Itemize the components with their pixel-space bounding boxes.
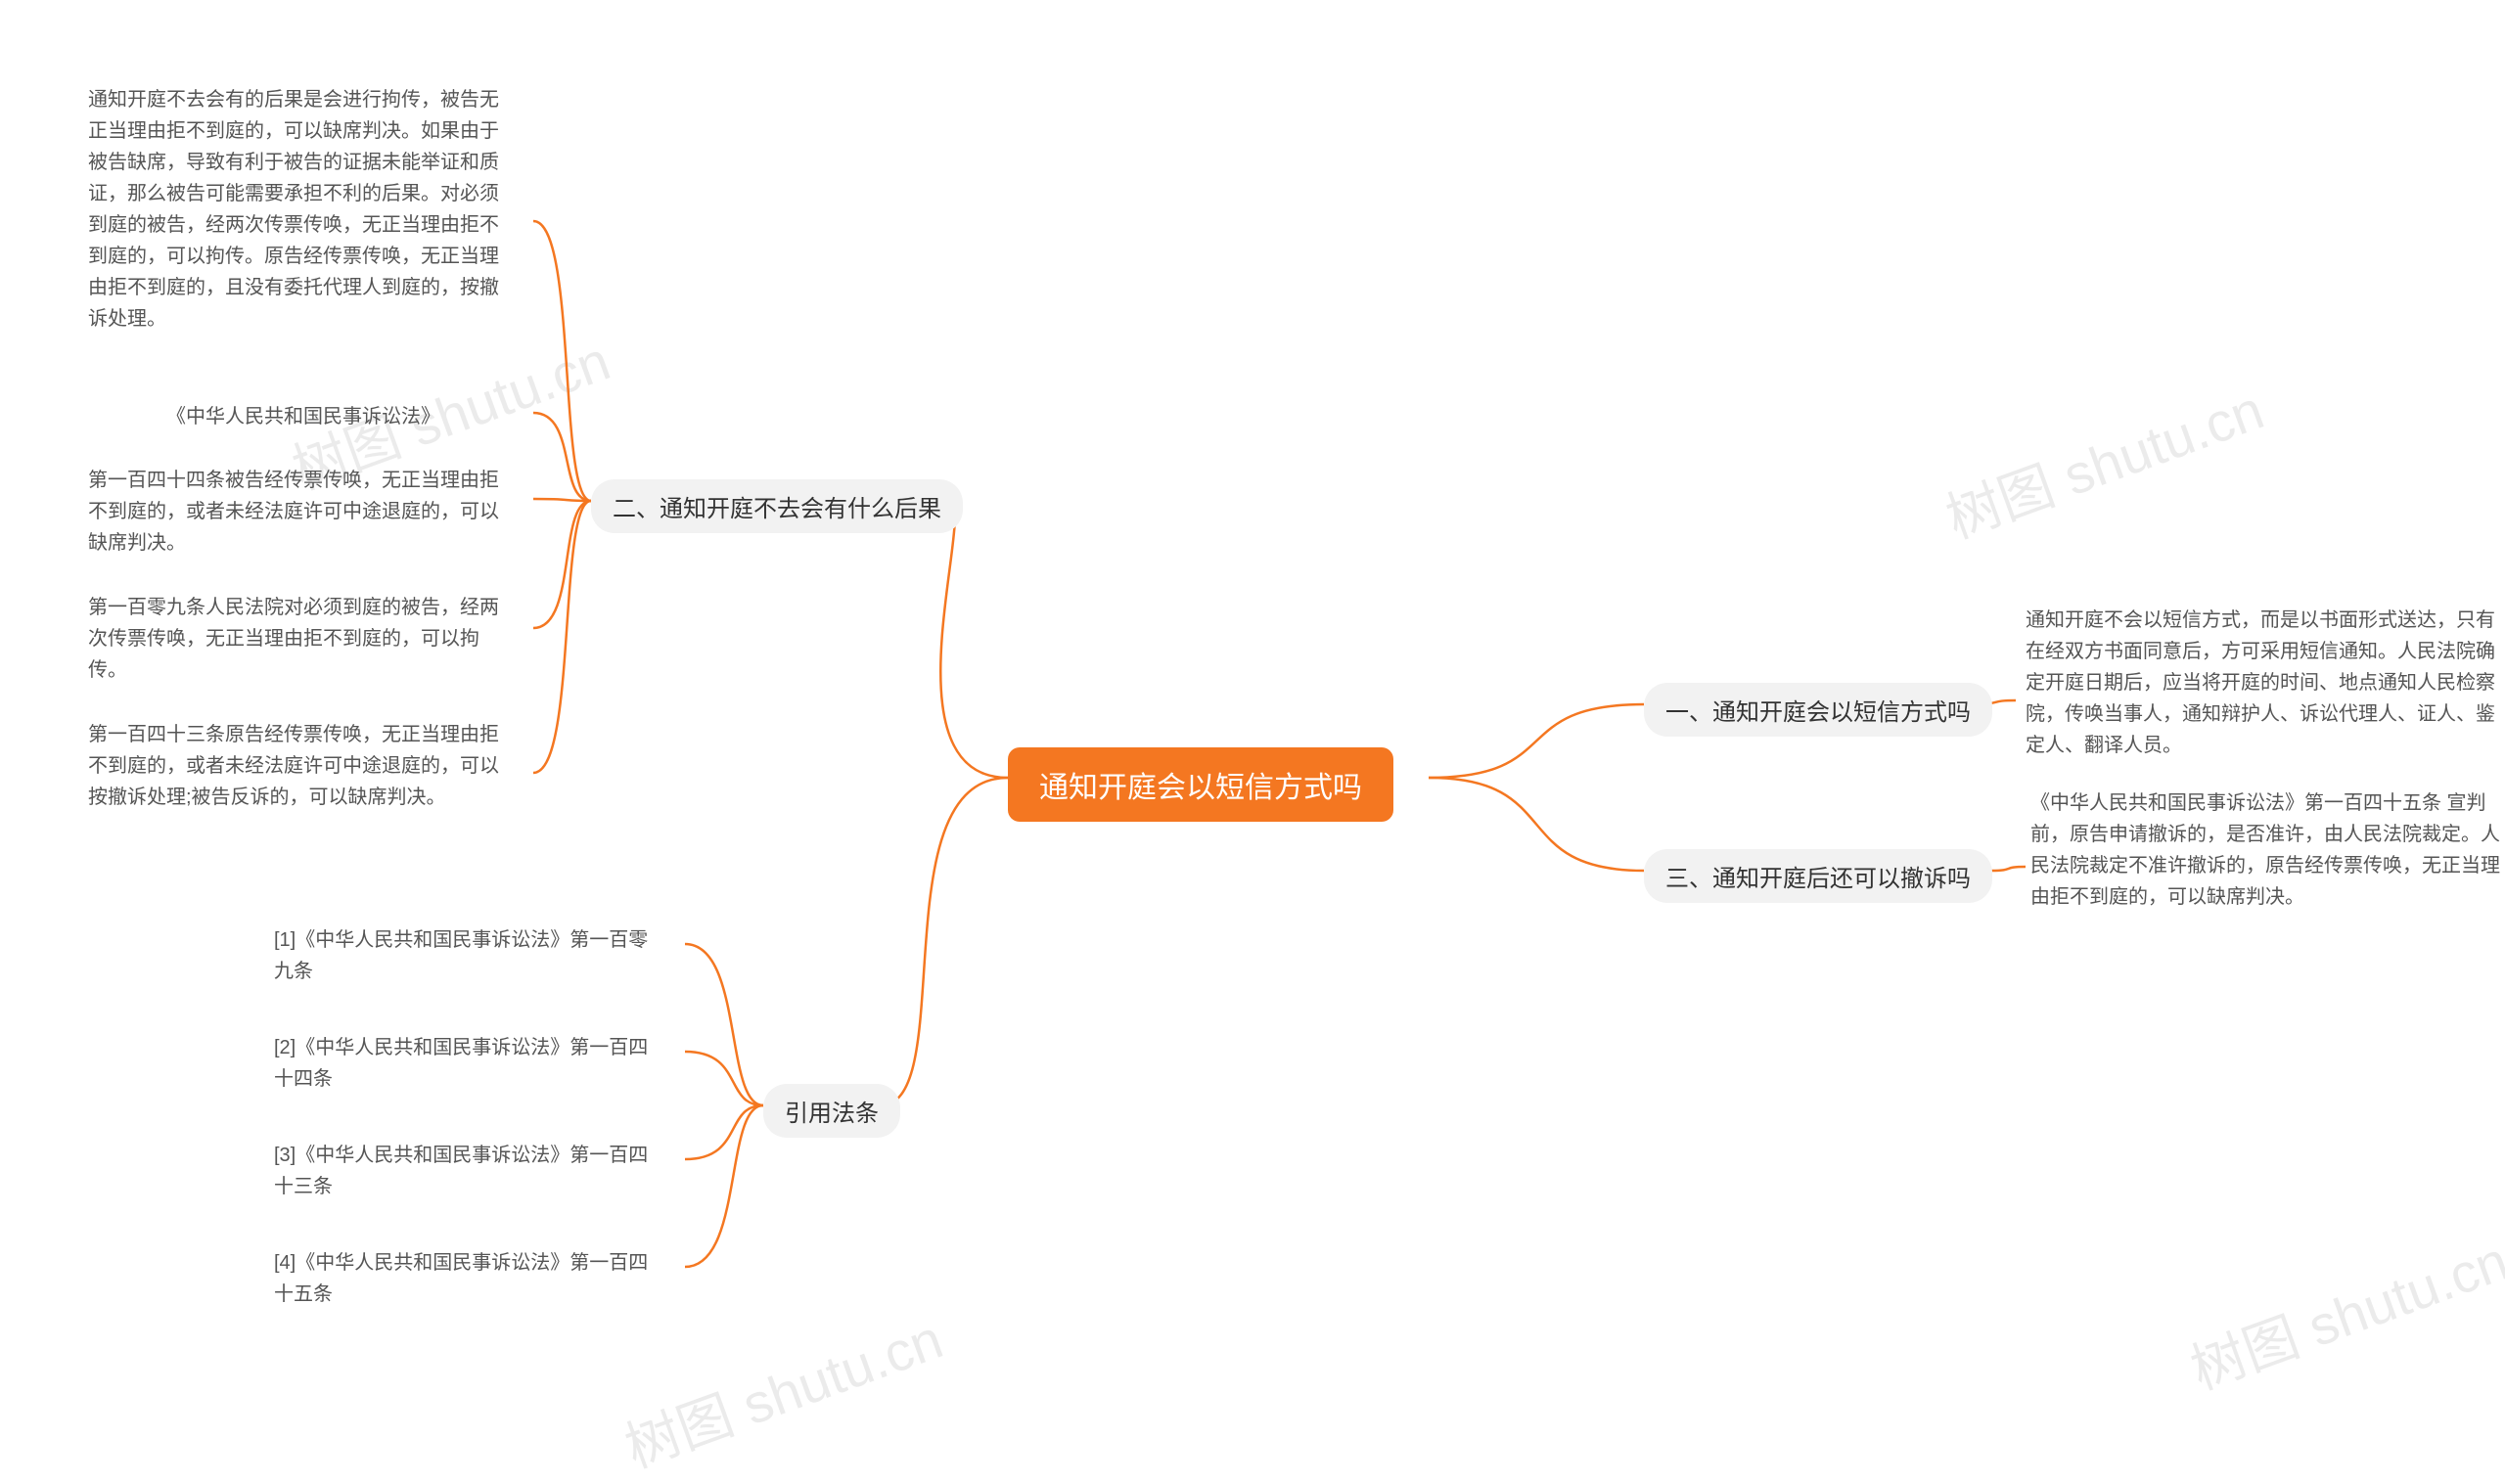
- leaf-l1-1: 《中华人民共和国民事诉讼法》: [166, 401, 519, 432]
- leaf-l1-2: 第一百四十四条被告经传票传唤，无正当理由拒不到庭的，或者未经法庭许可中途退庭的，…: [88, 465, 509, 559]
- leaf-l2-2: [3]《中华人民共和国民事诉讼法》第一百四十三条: [274, 1140, 665, 1202]
- leaf-l2-1: [2]《中华人民共和国民事诉讼法》第一百四十四条: [274, 1032, 665, 1095]
- leaf-l1-4: 第一百四十三条原告经传票传唤，无正当理由拒不到庭的，或者未经法庭许可中途退庭的，…: [88, 719, 509, 813]
- watermark: 树图 shutu.cn: [2178, 1217, 2505, 1405]
- leaf-r2-0: 《中华人民共和国民事诉讼法》第一百四十五条 宣判前，原告申请撤诉的，是否准许，由…: [2030, 787, 2500, 913]
- watermark: 树图 shutu.cn: [613, 1295, 952, 1483]
- watermark: 树图 shutu.cn: [1934, 366, 2273, 554]
- branch-l2: 引用法条: [763, 1084, 900, 1138]
- leaf-l2-3: [4]《中华人民共和国民事诉讼法》第一百四十五条: [274, 1247, 665, 1310]
- branch-r1: 一、通知开庭会以短信方式吗: [1644, 683, 1992, 737]
- root-node: 通知开庭会以短信方式吗: [1008, 747, 1393, 822]
- leaf-l1-0: 通知开庭不去会有的后果是会进行拘传，被告无正当理由拒不到庭的，可以缺席判决。如果…: [88, 84, 509, 335]
- branch-l1: 二、通知开庭不去会有什么后果: [591, 479, 963, 533]
- leaf-l2-0: [1]《中华人民共和国民事诉讼法》第一百零九条: [274, 924, 665, 987]
- leaf-l1-3: 第一百零九条人民法院对必须到庭的被告，经两次传票传唤，无正当理由拒不到庭的，可以…: [88, 592, 509, 686]
- leaf-r1-0: 通知开庭不会以短信方式，而是以书面形式送达，只有在经双方书面同意后，方可采用短信…: [2026, 605, 2495, 761]
- branch-r2: 三、通知开庭后还可以撤诉吗: [1644, 849, 1992, 903]
